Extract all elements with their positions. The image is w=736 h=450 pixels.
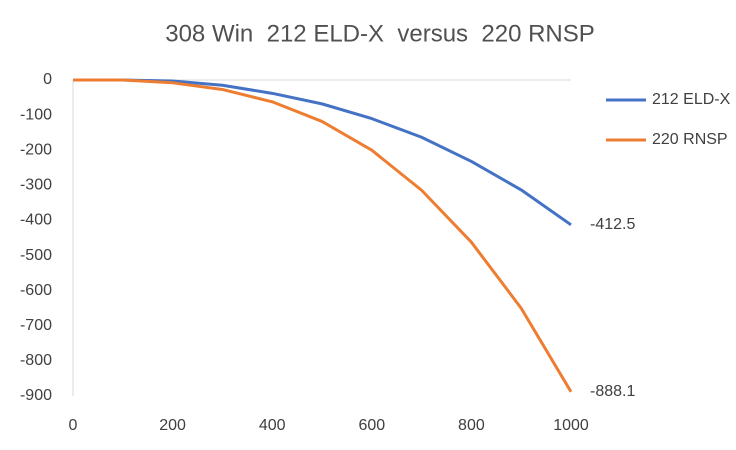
x-tick-label: 600 [358, 417, 385, 434]
y-tick-label: -300 [20, 177, 52, 194]
y-tick-label: -400 [20, 212, 52, 229]
chart-title: 308 Win 212 ELD-X versus 220 RNSP [165, 20, 595, 47]
legend-label: 220 RNSP [652, 131, 728, 148]
legend-label: 212 ELD-X [652, 91, 731, 108]
y-tick-label: -700 [20, 317, 52, 334]
series-line [73, 78, 573, 393]
y-tick-label: -200 [20, 141, 52, 158]
y-tick-label: -800 [20, 352, 52, 369]
series-line [73, 78, 572, 227]
data-label: -412.5 [590, 216, 635, 233]
x-tick-label: 400 [259, 417, 286, 434]
x-tick-label: 0 [69, 417, 78, 434]
x-tick-label: 1000 [553, 417, 589, 434]
x-tick-label: 200 [159, 417, 186, 434]
data-label: -888.1 [590, 383, 635, 400]
y-tick-label: -900 [20, 387, 52, 404]
x-tick-label: 800 [458, 417, 485, 434]
y-tick-label: -600 [20, 282, 52, 299]
y-tick-label: -500 [20, 247, 52, 264]
y-tick-label: -100 [20, 106, 52, 123]
y-tick-label: 0 [43, 71, 52, 88]
